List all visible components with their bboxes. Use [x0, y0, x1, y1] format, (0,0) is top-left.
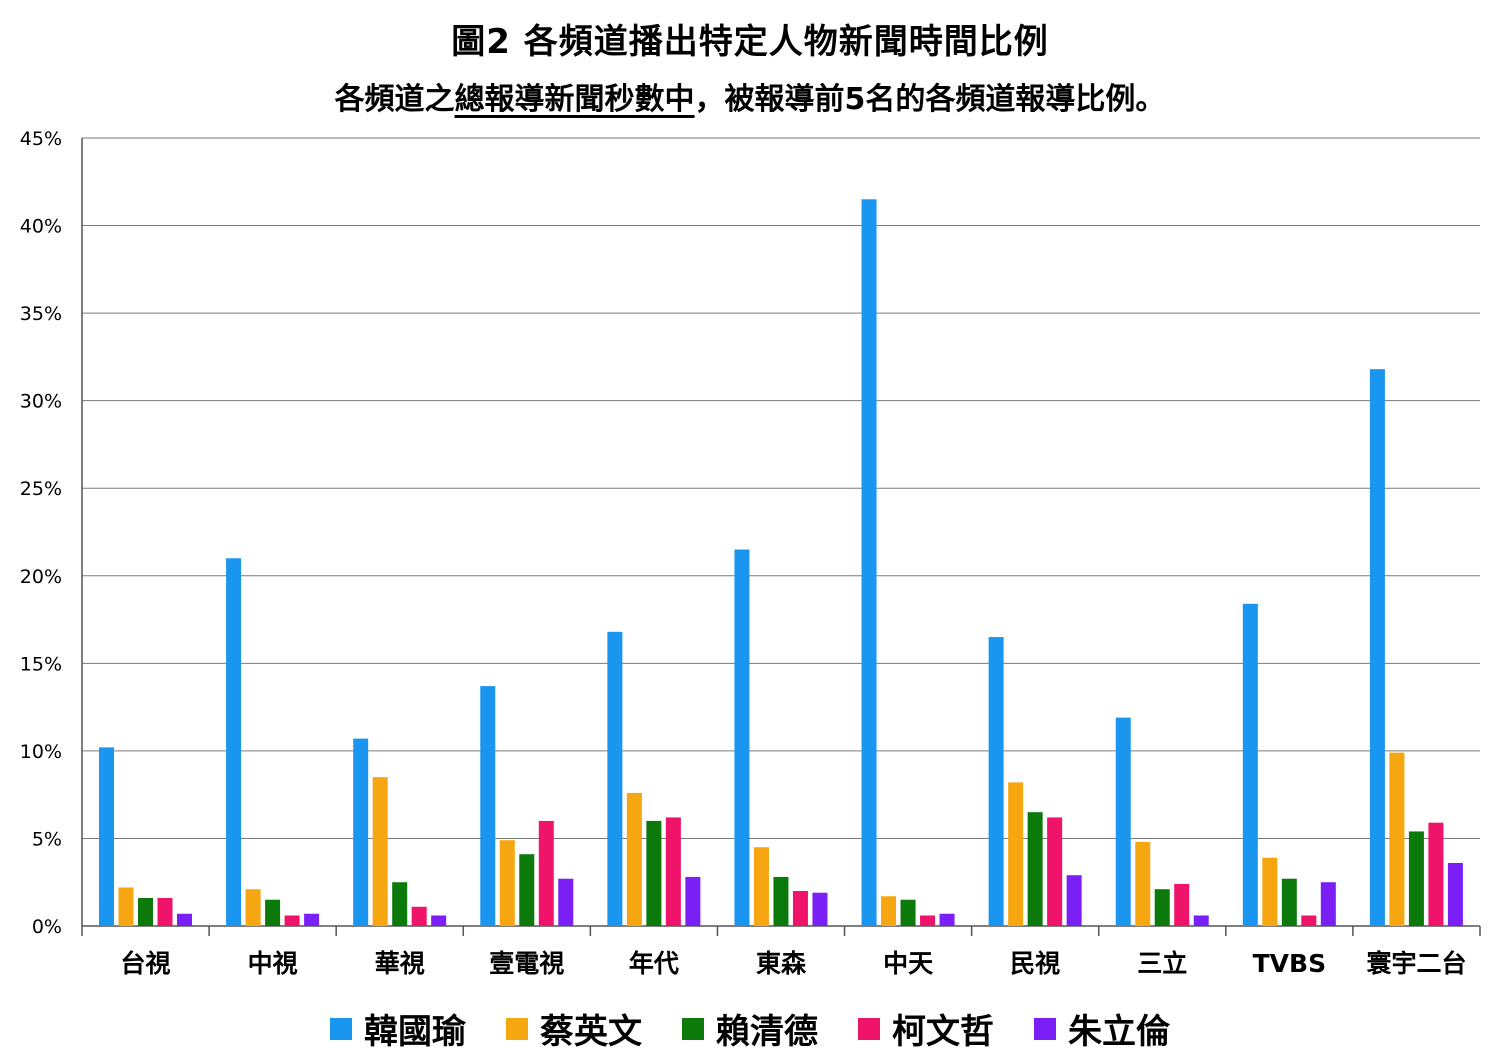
y-tick-label: 5%	[32, 828, 62, 850]
bar-柯文哲-中視	[284, 915, 300, 926]
subtitle-part-3: ，被報導前5名的各頻道報導比例。	[694, 82, 1166, 117]
y-tick-label: 15%	[20, 653, 62, 675]
bar-韓國瑜-台視	[99, 747, 114, 926]
y-tick-label: 30%	[20, 391, 62, 413]
bar-蔡英文-年代	[626, 792, 642, 926]
bar-chart: 0% 5% 10% 15% 20% 25% 30% 35% 40% 45% 台視 中視 華視 壹電視 年代 東…	[20, 128, 1481, 978]
bar-柯文哲-中天	[920, 915, 936, 926]
bar-賴清德-東森	[773, 876, 789, 926]
bar-蔡英文-TVBS	[1262, 857, 1278, 926]
legend-swatch	[1034, 1017, 1056, 1040]
x-tick-label: 寰宇二台	[1366, 949, 1466, 978]
legend-label: 朱立倫	[1068, 1012, 1170, 1052]
bar-韓國瑜-中視	[226, 558, 242, 926]
legend-swatch	[330, 1017, 352, 1040]
bar-蔡英文-民視	[1008, 782, 1024, 926]
bar-柯文哲-年代	[665, 817, 681, 926]
legend-item-series-2: 賴清德	[682, 1004, 818, 1053]
bar-柯文哲-三立	[1174, 883, 1190, 926]
y-tick-label: 25%	[20, 478, 62, 500]
bar-朱立倫-中視	[304, 913, 320, 926]
bar-韓國瑜-東森	[734, 549, 750, 926]
legend-item-series-4: 朱立倫	[1034, 1004, 1170, 1053]
bar-蔡英文-三立	[1135, 841, 1151, 926]
bar-蔡英文-壹電視	[499, 840, 515, 926]
bar-賴清德-寰宇二台	[1408, 831, 1424, 926]
y-tick-label: 20%	[20, 566, 62, 588]
y-tick-label: 35%	[20, 303, 62, 325]
x-tick-label: 台視	[121, 949, 171, 978]
bar-賴清德-華視	[392, 882, 408, 926]
legend-label: 蔡英文	[540, 1012, 642, 1052]
bar-柯文哲-民視	[1047, 817, 1063, 926]
x-tick-label: 壹電視	[489, 949, 564, 978]
bar-柯文哲-寰宇二台	[1428, 822, 1444, 926]
bar-賴清德-TVBS	[1281, 878, 1297, 926]
legend-item-series-3: 柯文哲	[858, 1004, 994, 1053]
x-tick-label: 民視	[1010, 949, 1060, 978]
bar-賴清德-民視	[1027, 812, 1043, 926]
bar-朱立倫-壹電視	[558, 878, 574, 926]
y-tick-label: 10%	[20, 741, 62, 763]
bar-朱立倫-台視	[177, 913, 192, 926]
bar-朱立倫-三立	[1193, 915, 1209, 926]
legend-item-series-1: 蔡英文	[506, 1004, 642, 1053]
bar-賴清德-年代	[646, 820, 662, 926]
bar-柯文哲-壹電視	[538, 820, 554, 926]
bar-朱立倫-華視	[431, 915, 447, 926]
bar-朱立倫-TVBS	[1320, 882, 1336, 926]
legend-swatch	[858, 1017, 880, 1040]
bar-賴清德-壹電視	[519, 854, 535, 926]
chart-subtitle: 各頻道之總報導新聞秒數中，被報導前5名的各頻道報導比例。	[0, 74, 1500, 118]
x-tick-label: 中天	[883, 949, 933, 978]
bar-柯文哲-東森	[792, 890, 808, 926]
bar-韓國瑜-寰宇二台	[1369, 369, 1385, 926]
subtitle-part-underlined: 總報導新聞秒數中	[454, 82, 695, 117]
x-tick-label: 中視	[248, 949, 298, 978]
bar-蔡英文-華視	[372, 777, 388, 926]
bar-韓國瑜-年代	[607, 631, 623, 926]
bar-賴清德-中天	[900, 899, 916, 926]
bar-朱立倫-東森	[812, 892, 828, 926]
x-tick-label: 三立	[1137, 949, 1187, 978]
bar-韓國瑜-民視	[988, 637, 1004, 926]
legend-item-series-0: 韓國瑜	[330, 1004, 466, 1053]
chart-title: 圖2 各頻道播出特定人物新聞時間比例	[451, 22, 1049, 62]
bar-蔡英文-中視	[245, 889, 261, 926]
bar-朱立倫-年代	[685, 876, 701, 926]
bar-蔡英文-台視	[118, 887, 134, 926]
bar-朱立倫-中天	[939, 913, 955, 926]
bar-柯文哲-華視	[411, 906, 427, 926]
legend: 韓國瑜 蔡英文 賴清德 柯文哲 朱立倫	[0, 1004, 1500, 1053]
y-tick-label: 0%	[32, 916, 62, 938]
bar-賴清德-三立	[1154, 889, 1170, 926]
x-tick-label: 東森	[756, 949, 807, 978]
x-tick-label: 華視	[375, 949, 425, 978]
bar-韓國瑜-三立	[1115, 717, 1131, 926]
bar-蔡英文-東森	[753, 847, 769, 926]
subtitle-part-1: 各頻道之	[334, 82, 455, 117]
bar-蔡英文-寰宇二台	[1389, 752, 1405, 926]
bar-韓國瑜-中天	[861, 199, 877, 927]
bar-賴清德-中視	[265, 899, 281, 926]
legend-swatch	[682, 1017, 704, 1040]
bar-蔡英文-中天	[881, 896, 897, 926]
bar-柯文哲-台視	[157, 897, 173, 926]
bar-柯文哲-TVBS	[1301, 915, 1317, 926]
bar-韓國瑜-華視	[353, 738, 369, 926]
x-tick-label: TVBS	[1253, 949, 1326, 978]
legend-label: 賴清德	[716, 1012, 818, 1052]
y-tick-label: 45%	[20, 128, 62, 150]
x-tick-label: 年代	[629, 949, 679, 978]
legend-label: 韓國瑜	[364, 1012, 466, 1052]
bar-賴清德-台視	[138, 897, 153, 926]
bar-朱立倫-寰宇二台	[1447, 862, 1463, 926]
bar-韓國瑜-壹電視	[480, 686, 496, 926]
bar-朱立倫-民視	[1066, 875, 1082, 926]
legend-label: 柯文哲	[892, 1012, 994, 1052]
y-tick-label: 40%	[20, 216, 62, 238]
legend-swatch	[506, 1017, 528, 1040]
bar-韓國瑜-TVBS	[1242, 603, 1258, 926]
